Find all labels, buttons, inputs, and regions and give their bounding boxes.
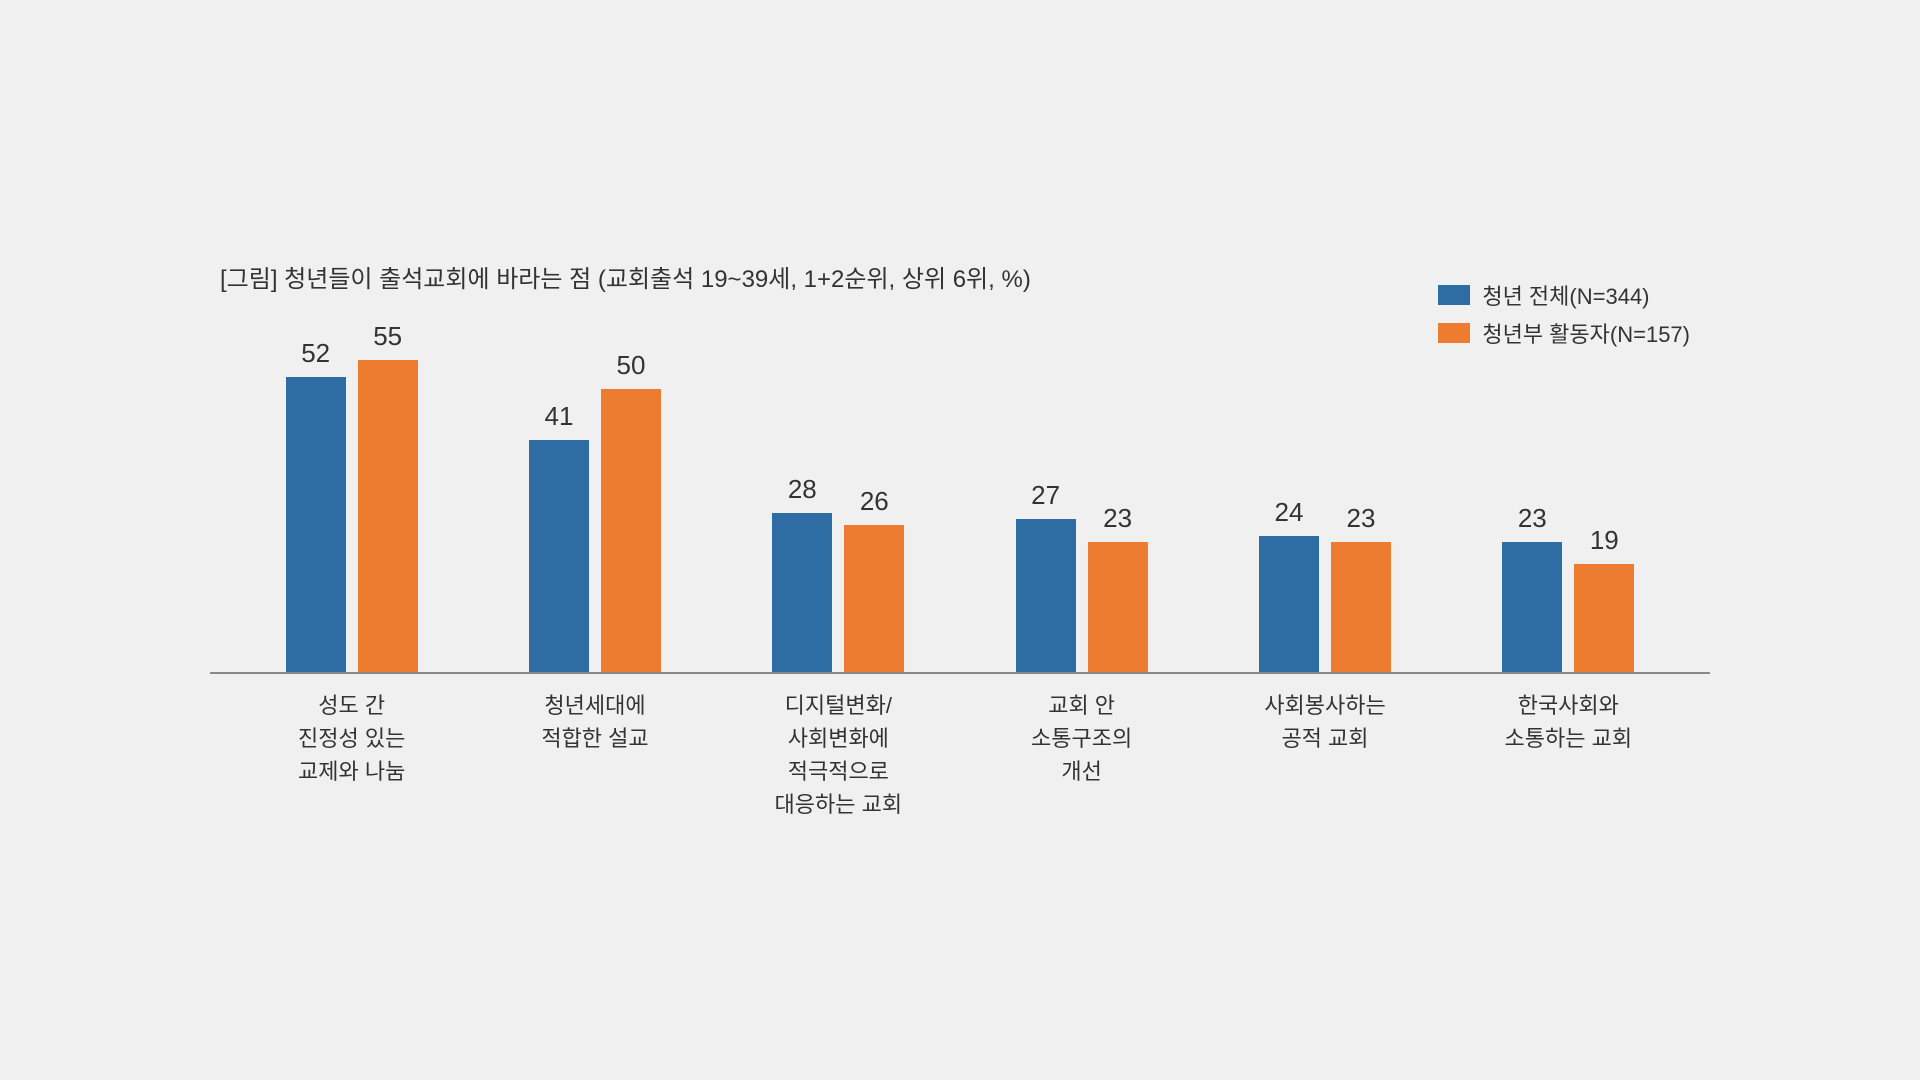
bar-group: 28 26 (717, 474, 960, 672)
bar (1574, 564, 1634, 672)
bar-value-label: 41 (545, 401, 574, 432)
bar-value-label: 55 (373, 321, 402, 352)
legend-label-0: 청년 전체(N=344) (1482, 279, 1649, 311)
bar (358, 360, 418, 672)
bar-wrapper: 50 (601, 350, 661, 672)
bar-wrapper: 27 (1016, 480, 1076, 672)
x-axis-label: 디지털변화/사회변화에적극적으로대응하는 교회 (717, 689, 960, 821)
bar-value-label: 23 (1103, 503, 1132, 534)
x-axis-label: 한국사회와소통하는 교회 (1447, 689, 1690, 821)
bar-wrapper: 23 (1502, 503, 1562, 672)
bar-wrapper: 52 (286, 338, 346, 672)
bar-value-label: 26 (860, 486, 889, 517)
bar-value-label: 27 (1031, 480, 1060, 511)
bar (1259, 536, 1319, 672)
bar-value-label: 50 (617, 350, 646, 381)
chart-container: [그림] 청년들이 출석교회에 바라는 점 (교회출석 19~39세, 1+2순… (210, 259, 1710, 821)
bar-wrapper: 23 (1331, 503, 1391, 672)
bar (286, 377, 346, 672)
bar (844, 525, 904, 672)
x-axis-label: 성도 간진정성 있는교제와 나눔 (230, 689, 473, 821)
bar-wrapper: 41 (529, 401, 589, 672)
bar-group: 52 55 (230, 321, 473, 672)
bar-group: 41 50 (473, 350, 716, 672)
bar-group: 23 19 (1447, 503, 1690, 672)
bar (601, 389, 661, 672)
bar-value-label: 19 (1590, 525, 1619, 556)
x-axis-label: 교회 안소통구조의개선 (960, 689, 1203, 821)
bar-value-label: 23 (1518, 503, 1547, 534)
bar-group: 24 23 (1203, 497, 1446, 672)
bar (772, 513, 832, 672)
bar-groups: 525541502826272324232319 (210, 334, 1710, 672)
bar-wrapper: 26 (844, 486, 904, 672)
bar-value-label: 23 (1347, 503, 1376, 534)
bar-wrapper: 23 (1088, 503, 1148, 672)
bar-wrapper: 28 (772, 474, 832, 672)
bar (529, 440, 589, 672)
legend-swatch-0 (1438, 285, 1470, 305)
bar-value-label: 52 (301, 338, 330, 369)
bar-group: 27 23 (960, 480, 1203, 672)
bar-value-label: 28 (788, 474, 817, 505)
bar (1502, 542, 1562, 672)
bar-wrapper: 24 (1259, 497, 1319, 672)
x-axis-label: 사회봉사하는공적 교회 (1203, 689, 1446, 821)
bar-wrapper: 19 (1574, 525, 1634, 672)
x-axis-label: 청년세대에적합한 설교 (473, 689, 716, 821)
bar-wrapper: 55 (358, 321, 418, 672)
bar (1088, 542, 1148, 672)
legend-item-0: 청년 전체(N=344) (1438, 279, 1690, 311)
x-axis-labels: 성도 간진정성 있는교제와 나눔청년세대에적합한 설교디지털변화/사회변화에적극… (210, 674, 1710, 821)
bar (1331, 542, 1391, 672)
bar (1016, 519, 1076, 672)
bar-value-label: 24 (1275, 497, 1304, 528)
plot-area: 525541502826272324232319 (210, 334, 1710, 674)
